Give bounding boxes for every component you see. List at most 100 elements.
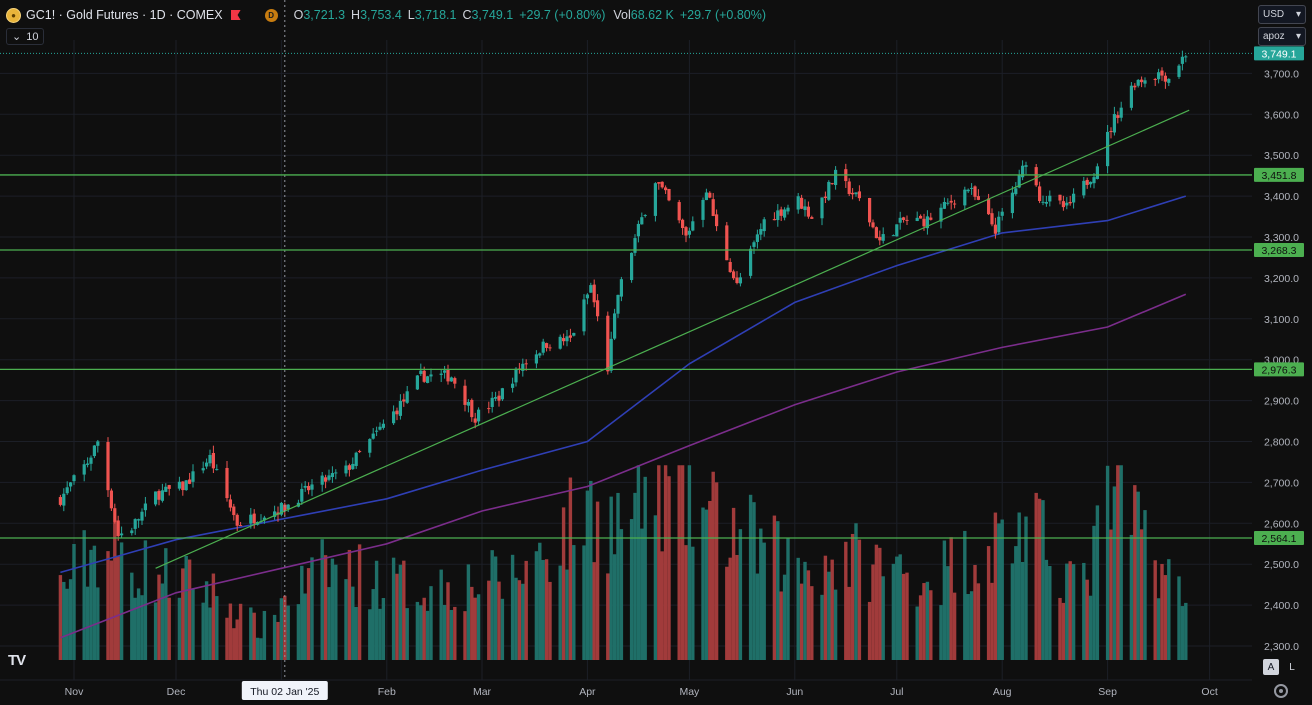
candle bbox=[65, 487, 69, 494]
volume-bar bbox=[881, 576, 885, 660]
candle bbox=[1160, 70, 1164, 76]
level-price-label-bg bbox=[1254, 362, 1304, 377]
auto-scale-button[interactable]: A bbox=[1263, 659, 1279, 675]
symbol-header: ● GC1! · Gold Futures · 1D · COMEX D O 3,… bbox=[6, 6, 766, 24]
crosshair-date-label-bg bbox=[241, 681, 328, 700]
candle bbox=[783, 209, 787, 218]
candle bbox=[1157, 72, 1161, 80]
volume-bar bbox=[1092, 525, 1096, 660]
volume-bar bbox=[847, 586, 851, 660]
volume-bar bbox=[524, 560, 528, 660]
volume-bar bbox=[1139, 529, 1144, 660]
volume-bar bbox=[1109, 529, 1113, 660]
volume-bar bbox=[806, 570, 811, 660]
volume-bar bbox=[640, 528, 644, 660]
volume-bar bbox=[493, 556, 498, 660]
volume-bar bbox=[752, 502, 756, 660]
volume-bar bbox=[833, 589, 838, 660]
currency-select[interactable]: USD ▾ bbox=[1258, 5, 1306, 24]
volume-bar bbox=[283, 595, 287, 660]
indicators-toggle[interactable]: ⌄ 10 bbox=[6, 28, 45, 45]
volume-bar bbox=[939, 605, 943, 660]
volume-bar bbox=[629, 519, 634, 660]
volume-bar bbox=[572, 545, 576, 660]
last-price-label-bg bbox=[1254, 46, 1304, 61]
candle bbox=[143, 503, 147, 511]
volume-bar bbox=[153, 602, 158, 660]
candle bbox=[358, 451, 362, 453]
chevron-down-icon: ▾ bbox=[1295, 9, 1301, 20]
volume-bar bbox=[966, 594, 970, 660]
volume-bar bbox=[351, 586, 355, 660]
volume-bar bbox=[711, 471, 715, 660]
candle bbox=[915, 217, 919, 221]
volume-bar bbox=[878, 547, 882, 660]
candle bbox=[976, 196, 980, 200]
volume-bar bbox=[929, 590, 933, 660]
volume-bar bbox=[167, 597, 171, 660]
moving-average-line bbox=[60, 293, 1187, 639]
symbol-title[interactable]: GC1! · Gold Futures · 1D · COMEX bbox=[26, 8, 223, 22]
settings-gear-icon[interactable] bbox=[1274, 684, 1288, 698]
candle bbox=[1095, 166, 1099, 179]
volume-bar bbox=[249, 607, 253, 660]
flag-icon[interactable] bbox=[230, 10, 241, 20]
volume-bar bbox=[65, 588, 69, 660]
candle bbox=[868, 198, 872, 223]
log-scale-button[interactable]: L bbox=[1289, 661, 1295, 673]
data-delay-badge[interactable]: D bbox=[264, 8, 278, 22]
volume-bar bbox=[663, 465, 668, 660]
candle bbox=[419, 370, 423, 374]
candle bbox=[572, 332, 576, 336]
volume-bar bbox=[354, 606, 358, 660]
volume-bar bbox=[986, 546, 991, 660]
candle bbox=[589, 285, 593, 293]
volume-bar bbox=[1024, 516, 1028, 660]
time-tick-label: Dec bbox=[167, 686, 186, 698]
volume-bar bbox=[687, 465, 692, 660]
candle bbox=[249, 514, 253, 524]
candle bbox=[154, 491, 158, 505]
volume-bar bbox=[487, 580, 491, 660]
candle bbox=[990, 213, 994, 225]
price-tick-label: 2,800.0 bbox=[1264, 437, 1299, 449]
candle bbox=[1136, 79, 1140, 86]
candle bbox=[922, 218, 926, 227]
candle bbox=[191, 471, 195, 482]
volume-bar bbox=[215, 596, 219, 660]
price-tick-label: 2,500.0 bbox=[1264, 559, 1299, 571]
candle bbox=[715, 214, 719, 227]
candle bbox=[300, 488, 304, 502]
candle bbox=[113, 508, 117, 522]
close-value: 3,749.1 bbox=[471, 8, 514, 22]
candle bbox=[1163, 75, 1167, 82]
tradingview-logo[interactable]: TV bbox=[8, 652, 26, 669]
candle bbox=[677, 202, 681, 221]
candle bbox=[1167, 78, 1171, 83]
volume-bar bbox=[976, 583, 981, 660]
candle bbox=[351, 463, 355, 470]
candle bbox=[490, 397, 494, 407]
candle bbox=[466, 401, 470, 406]
volume-bar bbox=[191, 589, 195, 660]
volume-bar bbox=[303, 593, 307, 660]
horizontal-levels: 3,451.8 3,268.3 2,976.3 2,564.1 3,749.1 bbox=[0, 46, 1304, 545]
volume-bar bbox=[344, 579, 348, 660]
volume-bar bbox=[606, 573, 610, 660]
candle bbox=[786, 207, 790, 212]
candle bbox=[630, 252, 634, 281]
volume-bar bbox=[371, 589, 375, 660]
candle bbox=[1000, 211, 1004, 216]
candle bbox=[167, 485, 171, 489]
candle bbox=[585, 294, 589, 299]
volume-bar bbox=[201, 602, 205, 660]
candle bbox=[1065, 202, 1069, 206]
volume-bar bbox=[374, 560, 379, 660]
time-tick-label: Apr bbox=[579, 686, 596, 698]
unit-select[interactable]: apoz ▾ bbox=[1258, 27, 1306, 46]
candle bbox=[755, 234, 759, 242]
candle bbox=[347, 465, 351, 470]
volume-bar bbox=[582, 545, 586, 660]
candle bbox=[327, 475, 331, 480]
